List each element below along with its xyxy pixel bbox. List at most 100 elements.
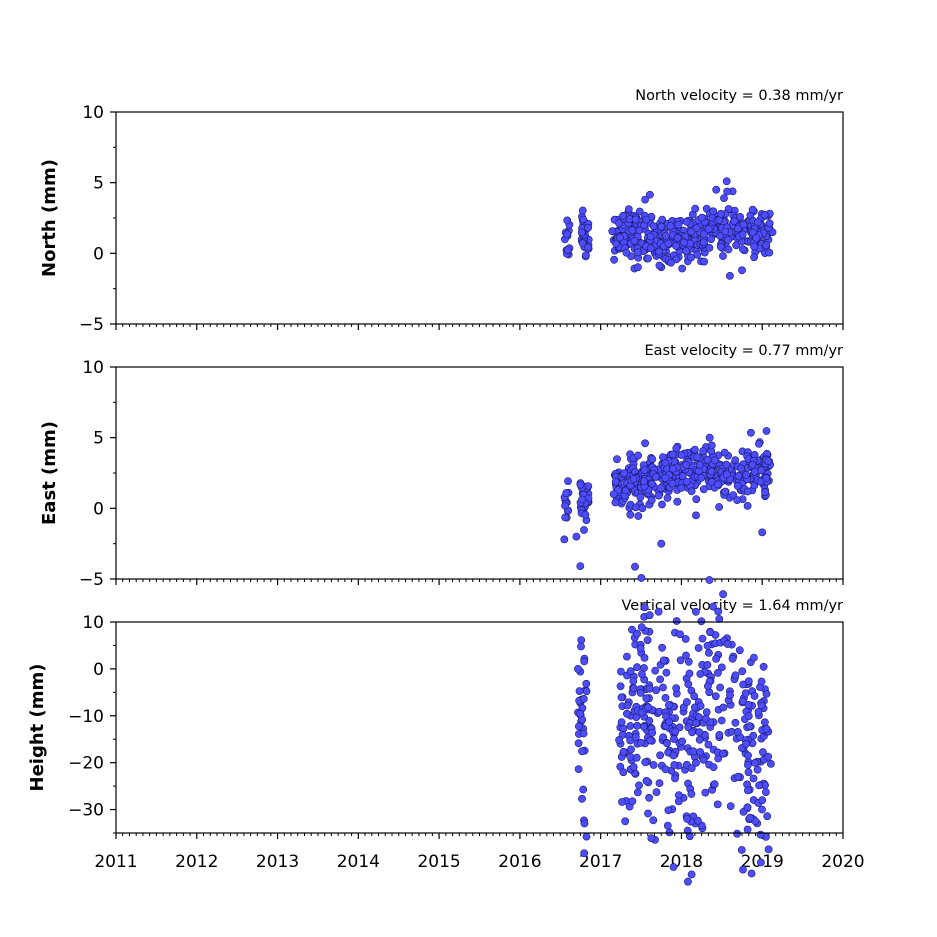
data-point xyxy=(651,666,660,675)
data-point xyxy=(703,641,712,650)
data-point xyxy=(637,574,646,582)
x-tick-label: 2015 xyxy=(417,852,460,872)
data-point xyxy=(656,751,664,760)
data-point xyxy=(680,238,688,247)
data-point xyxy=(560,535,569,544)
panel-2: East velocity = 0.77 mm/yr East (mm) −5 0 5 1… xyxy=(39,343,844,590)
data-point xyxy=(615,219,623,228)
data-point xyxy=(662,668,671,677)
data-point xyxy=(760,210,769,219)
data-point xyxy=(762,788,770,796)
data-point xyxy=(694,644,703,652)
data-point xyxy=(682,651,690,660)
data-point xyxy=(744,677,753,685)
y-axis-label: Height (mm) xyxy=(27,664,48,792)
data-point xyxy=(669,863,678,871)
data-point xyxy=(694,816,702,825)
data-point xyxy=(712,655,720,663)
data-point xyxy=(744,768,753,777)
data-point xyxy=(632,753,641,762)
data-point xyxy=(750,253,758,262)
data-point xyxy=(648,479,656,488)
data-point xyxy=(655,261,664,270)
data-point xyxy=(738,266,746,275)
data-point xyxy=(582,687,591,696)
data-point xyxy=(655,247,663,256)
data-point xyxy=(739,220,748,229)
data-point xyxy=(707,467,716,476)
data-point xyxy=(724,235,733,244)
data-point xyxy=(622,248,631,257)
data-point xyxy=(666,222,675,230)
data-point xyxy=(704,682,712,691)
data-point xyxy=(733,829,741,838)
data-point xyxy=(633,663,641,672)
data-point xyxy=(670,761,679,769)
data-point xyxy=(764,457,773,465)
data-point xyxy=(765,248,774,257)
data-point xyxy=(647,834,656,842)
data-point xyxy=(636,644,645,653)
data-point xyxy=(721,227,730,236)
data-point xyxy=(735,646,744,655)
data-point xyxy=(717,716,726,725)
data-point xyxy=(674,797,683,806)
data-point xyxy=(576,709,585,718)
data-point xyxy=(628,226,637,235)
y-tick-label: 5 xyxy=(93,429,104,449)
data-point xyxy=(658,643,666,652)
data-point xyxy=(617,667,625,676)
data-point xyxy=(638,504,647,513)
data-point xyxy=(636,493,645,502)
plot-frame xyxy=(115,621,844,834)
x-tick-label: 2016 xyxy=(498,852,541,872)
data-point xyxy=(705,649,713,657)
data-point xyxy=(578,239,587,248)
data-point xyxy=(629,474,638,483)
data-point xyxy=(684,723,693,732)
data-point xyxy=(635,781,643,790)
data-point xyxy=(750,692,759,700)
data-point xyxy=(578,794,586,803)
data-point xyxy=(744,712,753,720)
data-point xyxy=(651,472,660,481)
data-point xyxy=(582,679,591,688)
data-point xyxy=(582,251,590,260)
data-points xyxy=(561,177,777,280)
data-point xyxy=(693,250,702,259)
data-point xyxy=(744,761,752,769)
data-point xyxy=(579,785,588,794)
data-point xyxy=(561,501,569,510)
data-point xyxy=(707,441,716,450)
data-point xyxy=(682,217,691,226)
data-point xyxy=(580,819,589,828)
data-point xyxy=(636,738,645,747)
data-point xyxy=(696,670,705,678)
data-point xyxy=(610,255,618,264)
x-tick-label: 2014 xyxy=(337,852,380,872)
y-tick-label: −5 xyxy=(79,570,104,590)
data-point xyxy=(672,684,681,693)
data-point xyxy=(696,702,705,710)
data-point xyxy=(744,751,752,760)
data-point xyxy=(704,225,713,233)
data-point xyxy=(626,722,635,730)
data-point xyxy=(631,215,640,224)
data-point xyxy=(687,227,696,236)
data-point xyxy=(682,477,691,486)
data-point xyxy=(753,765,762,774)
data-point xyxy=(692,607,700,616)
data-point xyxy=(762,474,771,482)
data-point xyxy=(674,220,683,229)
data-point xyxy=(649,816,658,825)
data-point xyxy=(611,477,620,486)
data-point xyxy=(641,195,649,204)
data-point xyxy=(623,709,631,718)
data-point xyxy=(640,466,649,474)
data-point xyxy=(765,219,774,228)
data-point xyxy=(634,263,642,272)
data-point xyxy=(741,689,750,698)
data-point xyxy=(574,765,583,773)
data-point xyxy=(676,656,685,665)
data-point xyxy=(699,485,708,494)
